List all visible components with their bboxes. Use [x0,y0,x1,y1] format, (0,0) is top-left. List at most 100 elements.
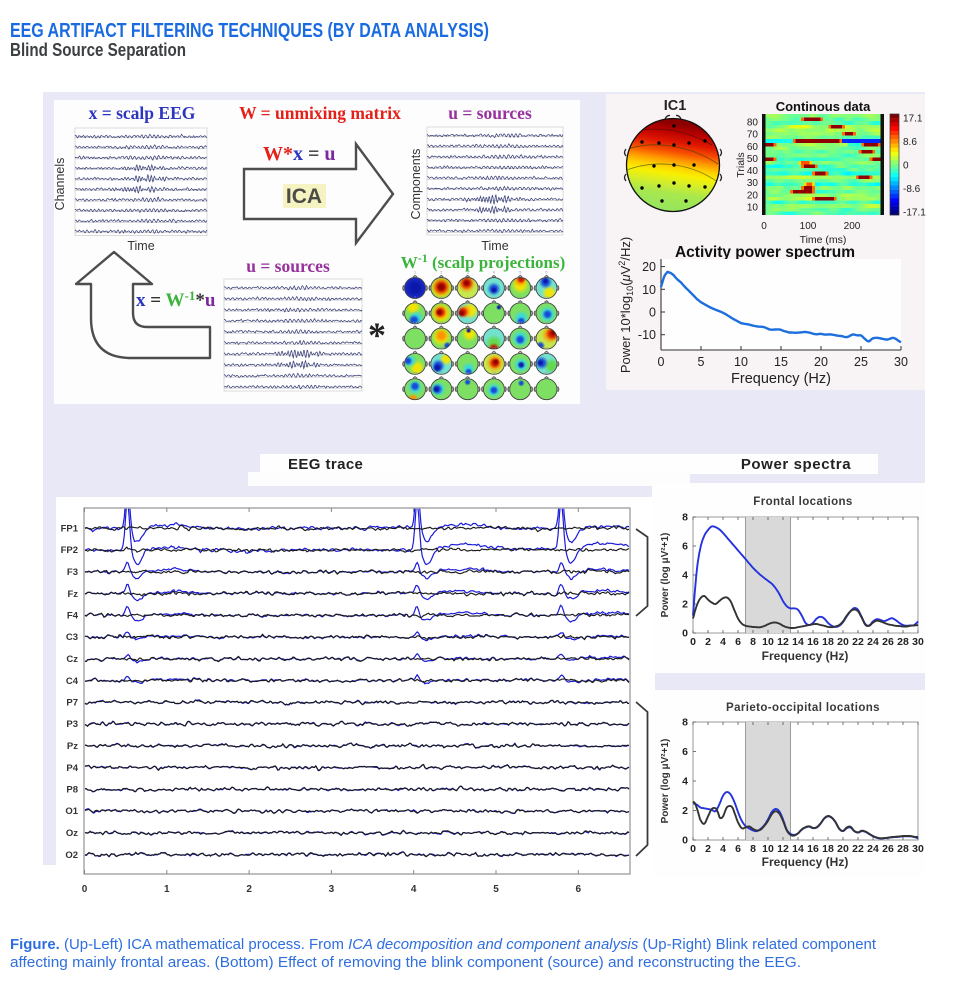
svg-text:W = unmixing matrix: W = unmixing matrix [239,103,401,123]
svg-text:10: 10 [492,295,497,300]
svg-text:20: 20 [837,843,849,855]
svg-text:28: 28 [492,371,497,376]
svg-text:0: 0 [761,221,767,232]
svg-text:0: 0 [690,636,696,648]
svg-text:18: 18 [822,636,834,648]
svg-text:17.1: 17.1 [903,114,923,125]
svg-text:30: 30 [912,843,924,855]
svg-text:0: 0 [690,843,696,855]
svg-text:0: 0 [682,835,688,847]
svg-text:Parieto-occipital locations: Parieto-occipital locations [726,702,880,714]
svg-text:Blind Source Separation: Blind Source Separation [10,39,186,60]
svg-text:8: 8 [750,636,756,648]
svg-text:Activity power spectrum: Activity power spectrum [675,244,855,261]
svg-text:26: 26 [882,636,894,648]
svg-text:2: 2 [705,636,711,648]
svg-text:10: 10 [762,636,774,648]
svg-text:30: 30 [544,371,549,376]
svg-text:Channels: Channels [53,158,67,211]
svg-text:2: 2 [440,270,443,275]
svg-text:5: 5 [519,270,522,275]
svg-text:0: 0 [658,355,665,369]
svg-text:20: 20 [814,355,828,369]
svg-text:2: 2 [705,843,711,855]
svg-text:10: 10 [747,203,759,214]
svg-text:O1: O1 [65,806,78,817]
svg-text:4: 4 [720,843,726,855]
svg-text:70: 70 [747,130,759,141]
svg-text:80: 80 [747,118,759,129]
svg-text:30: 30 [912,636,924,648]
svg-text:6: 6 [682,746,688,758]
svg-text:26: 26 [882,843,894,855]
svg-text:P8: P8 [66,785,78,796]
svg-text:W*x = u: W*x = u [263,143,336,165]
svg-text:*: * [368,315,386,355]
svg-text:P4: P4 [66,763,78,774]
svg-text:Cz: Cz [66,654,78,665]
svg-text:6: 6 [735,843,741,855]
svg-text:8: 8 [440,295,443,300]
svg-text:affecting mainly frontal areas: affecting mainly frontal areas. (Bottom)… [10,955,801,971]
svg-text:22: 22 [852,636,864,648]
svg-text:Time: Time [127,239,154,253]
svg-text:F4: F4 [67,611,79,622]
svg-text:24: 24 [544,345,549,350]
svg-text:F3: F3 [67,567,78,578]
svg-text:3: 3 [466,270,469,275]
svg-text:Power spectra: Power spectra [741,456,851,473]
svg-text:Power 10*log10(μV2/Hz): Power 10*log10(μV2/Hz) [617,237,635,373]
svg-text:C3: C3 [66,632,78,643]
svg-text:30: 30 [747,178,759,189]
svg-text:24: 24 [867,636,879,648]
svg-text:Pz: Pz [67,741,78,752]
svg-text:30: 30 [894,355,908,369]
svg-text:Time (ms): Time (ms) [800,234,847,246]
svg-text:EEG trace: EEG trace [288,456,363,473]
svg-text:u = sources: u = sources [448,103,532,123]
svg-text:200: 200 [844,221,861,232]
svg-text:8: 8 [750,843,756,855]
svg-text:18: 18 [822,843,834,855]
svg-text:18: 18 [544,320,549,325]
svg-text:26: 26 [439,371,444,376]
svg-text:EEG ARTIFACT FILTERING TECHNIQ: EEG ARTIFACT FILTERING TECHNIQUES (BY DA… [10,19,489,42]
svg-text:-8.6: -8.6 [903,184,921,195]
svg-text:0: 0 [649,306,656,320]
svg-text:Components: Components [409,149,423,220]
svg-text:Power (log μV²+1): Power (log μV²+1) [660,739,671,824]
svg-text:100: 100 [800,221,817,232]
svg-text:24: 24 [867,843,879,855]
svg-text:0: 0 [682,628,688,640]
svg-text:5: 5 [698,355,705,369]
svg-text:6: 6 [576,884,582,895]
svg-text:4: 4 [682,570,688,582]
svg-text:Trials: Trials [735,152,747,177]
svg-text:x = W-1*u: x = W-1*u [136,288,216,311]
svg-text:21: 21 [465,345,470,350]
svg-text:20: 20 [439,345,444,350]
svg-text:-17.1: -17.1 [903,208,926,219]
svg-text:x = scalp EEG: x = scalp EEG [89,103,196,123]
svg-text:5: 5 [493,884,499,895]
svg-text:FP1: FP1 [61,524,79,535]
svg-text:14: 14 [792,843,804,855]
svg-text:27: 27 [465,371,470,376]
svg-text:16: 16 [807,636,819,648]
svg-text:8.6: 8.6 [903,137,917,148]
svg-text:20: 20 [642,260,656,274]
svg-text:-10: -10 [638,328,656,342]
svg-text:29: 29 [518,371,523,376]
svg-text:Time: Time [481,239,508,253]
svg-text:25: 25 [854,355,868,369]
svg-text:16: 16 [492,320,497,325]
svg-text:3: 3 [329,884,335,895]
svg-text:P7: P7 [66,698,78,709]
svg-text:u = sources: u = sources [246,256,330,276]
svg-text:Oz: Oz [66,828,78,839]
svg-text:11: 11 [518,295,523,300]
svg-text:0: 0 [82,884,88,895]
svg-text:23: 23 [518,345,523,350]
svg-text:22: 22 [852,843,864,855]
svg-text:Frequency (Hz): Frequency (Hz) [762,649,849,663]
